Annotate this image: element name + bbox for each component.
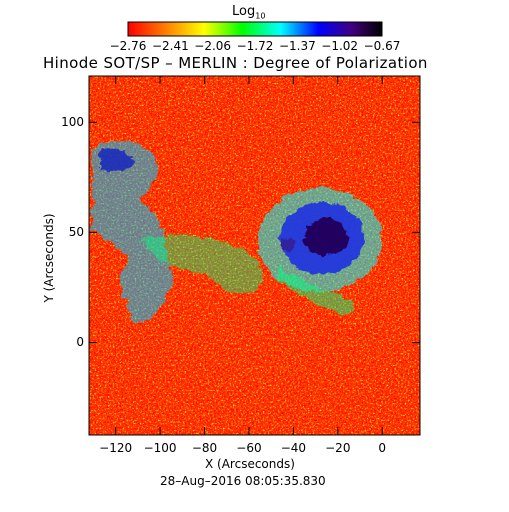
colorbar-label: Log10	[232, 5, 265, 21]
x-tick-label: −100	[143, 441, 177, 455]
sunspot-tail	[278, 265, 354, 315]
x-axis-label: X (Arcseconds)	[205, 457, 295, 471]
y-tick-label: 100	[61, 115, 84, 130]
plot-frame	[88, 75, 421, 436]
colorbar-tick-label: −2.76	[109, 39, 147, 53]
colorbar-tick-label: −1.02	[321, 39, 359, 53]
colorbar-tick-label: −1.37	[278, 39, 316, 53]
colorbar	[127, 21, 383, 37]
timestamp: 28–Aug–2016 08:05:35.830	[160, 474, 326, 488]
sunspot-umbra	[304, 218, 348, 256]
y-axis-label: Y (Arcseconds)	[42, 213, 56, 303]
x-tick-label: −40	[280, 441, 307, 455]
plot-title: Hinode SOT/SP – MERLIN : Degree of Polar…	[43, 54, 428, 72]
x-tick-label: −120	[99, 441, 133, 455]
pore-small	[280, 238, 296, 252]
x-tick-label: −80	[191, 441, 218, 455]
x-tick-label: −60	[236, 441, 262, 455]
y-tick-label: 0	[76, 335, 84, 350]
plage-core-left	[100, 148, 135, 172]
colorbar-tick-label: −1.72	[236, 39, 274, 53]
colorbar-tick-label: −2.41	[151, 39, 189, 53]
x-tick-label: 0	[378, 441, 387, 455]
colorbar-tick-label: −2.06	[194, 39, 232, 53]
polarization-map	[89, 76, 420, 435]
x-axis-ticks	[115, 76, 383, 435]
plage-network	[140, 234, 262, 295]
plage-region-left	[92, 140, 173, 324]
colorbar-label-main: Log	[232, 4, 256, 19]
y-axis-ticks	[89, 121, 420, 343]
colorbar-label-sub: 10	[255, 11, 266, 21]
y-tick-label: 50	[68, 225, 84, 240]
x-tick-label: −20	[325, 441, 351, 455]
colorbar-tick-label: −0.67	[363, 39, 401, 53]
